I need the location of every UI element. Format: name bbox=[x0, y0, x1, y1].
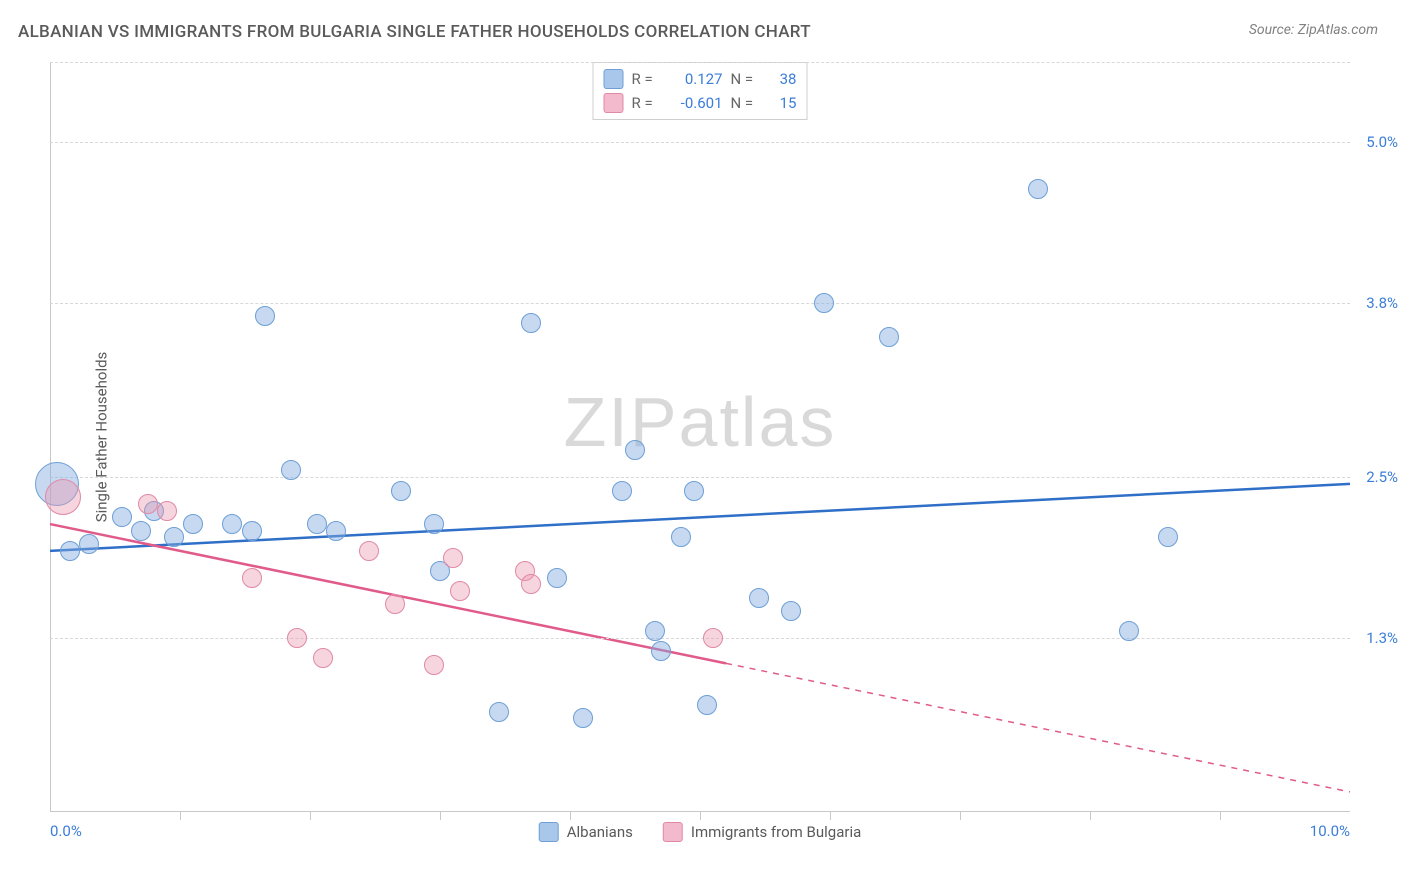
x-tick-label: 10.0% bbox=[1310, 822, 1350, 840]
source-label: Source: ZipAtlas.com bbox=[1249, 22, 1378, 38]
regression-line-solid bbox=[50, 524, 726, 663]
legend-r-value: 0.127 bbox=[668, 70, 723, 88]
legend-n-value: 38 bbox=[767, 70, 797, 88]
data-point bbox=[489, 702, 509, 722]
data-point bbox=[183, 514, 203, 534]
legend-series-item: Immigrants from Bulgaria bbox=[663, 822, 861, 842]
y-tick-label: 1.3% bbox=[1366, 629, 1398, 647]
data-point bbox=[157, 501, 177, 521]
y-tick-label: 2.5% bbox=[1366, 468, 1398, 486]
data-point bbox=[645, 621, 665, 641]
regression-line-dashed bbox=[726, 663, 1350, 792]
data-point bbox=[281, 460, 301, 480]
data-point bbox=[222, 514, 242, 534]
x-tick-mark bbox=[960, 812, 961, 820]
data-point bbox=[391, 481, 411, 501]
legend-r-label: R = bbox=[632, 70, 660, 88]
data-point bbox=[287, 628, 307, 648]
chart-title: ALBANIAN VS IMMIGRANTS FROM BULGARIA SIN… bbox=[18, 22, 811, 42]
legend-correlation-row: R = -0.601 N = 15 bbox=[600, 91, 801, 115]
legend-n-value: 15 bbox=[767, 94, 797, 112]
legend-r-label: R = bbox=[632, 94, 660, 112]
legend-correlation-row: R = 0.127 N = 38 bbox=[600, 67, 801, 91]
correlation-legend: R = 0.127 N = 38 R = -0.601 N = 15 bbox=[593, 62, 808, 120]
data-point bbox=[326, 521, 346, 541]
data-point bbox=[450, 581, 470, 601]
gridline bbox=[50, 62, 1350, 63]
legend-series-item: Albanians bbox=[539, 822, 633, 842]
x-tick-mark bbox=[180, 812, 181, 820]
data-point bbox=[164, 527, 184, 547]
data-point bbox=[781, 601, 801, 621]
data-point bbox=[313, 648, 333, 668]
data-point bbox=[131, 521, 151, 541]
series-legend: Albanians Immigrants from Bulgaria bbox=[539, 822, 862, 842]
plot-region: ZIPatlas R =0.127N =38R =-0.601N =15 1.3… bbox=[50, 62, 1350, 812]
data-point bbox=[138, 494, 158, 514]
gridline bbox=[50, 142, 1350, 143]
data-point bbox=[443, 548, 463, 568]
data-point bbox=[242, 568, 262, 588]
x-tick-label: 0.0% bbox=[50, 822, 82, 840]
legend-n-label: N = bbox=[731, 70, 759, 88]
data-point bbox=[697, 695, 717, 715]
legend-series-label: Immigrants from Bulgaria bbox=[691, 823, 861, 841]
x-tick-mark bbox=[440, 812, 441, 820]
legend-r-value: -0.601 bbox=[668, 94, 723, 112]
legend-swatch bbox=[663, 822, 683, 842]
legend-swatch bbox=[604, 93, 624, 113]
x-tick-mark bbox=[1090, 812, 1091, 820]
y-tick-label: 3.8% bbox=[1366, 294, 1398, 312]
data-point bbox=[547, 568, 567, 588]
data-point bbox=[684, 481, 704, 501]
data-point bbox=[879, 327, 899, 347]
data-point bbox=[385, 594, 405, 614]
gridline bbox=[50, 477, 1350, 478]
chart-header: ALBANIAN VS IMMIGRANTS FROM BULGARIA SIN… bbox=[0, 0, 1406, 42]
data-point bbox=[703, 628, 723, 648]
data-point bbox=[79, 534, 99, 554]
data-point bbox=[625, 440, 645, 460]
data-point bbox=[573, 708, 593, 728]
gridline bbox=[50, 638, 1350, 639]
x-tick-mark bbox=[830, 812, 831, 820]
data-point bbox=[521, 574, 541, 594]
data-point bbox=[60, 541, 80, 561]
data-point bbox=[814, 293, 834, 313]
data-point bbox=[424, 514, 444, 534]
legend-swatch bbox=[604, 69, 624, 89]
data-point bbox=[359, 541, 379, 561]
legend-n-label: N = bbox=[731, 94, 759, 112]
data-point bbox=[307, 514, 327, 534]
x-tick-mark bbox=[310, 812, 311, 820]
data-point bbox=[45, 479, 81, 515]
data-point bbox=[424, 655, 444, 675]
legend-series-label: Albanians bbox=[567, 823, 633, 841]
gridline bbox=[50, 303, 1350, 304]
x-tick-mark bbox=[1220, 812, 1221, 820]
data-point bbox=[612, 481, 632, 501]
data-point bbox=[749, 588, 769, 608]
data-point bbox=[1119, 621, 1139, 641]
data-point bbox=[1028, 179, 1048, 199]
data-point bbox=[1158, 527, 1178, 547]
y-tick-label: 5.0% bbox=[1366, 133, 1398, 151]
data-point bbox=[671, 527, 691, 547]
data-point bbox=[112, 507, 132, 527]
chart-area: Single Father Households ZIPatlas R =0.1… bbox=[50, 62, 1350, 812]
x-tick-mark bbox=[570, 812, 571, 820]
legend-swatch bbox=[539, 822, 559, 842]
data-point bbox=[255, 306, 275, 326]
data-point bbox=[521, 313, 541, 333]
data-point bbox=[651, 641, 671, 661]
x-tick-mark bbox=[700, 812, 701, 820]
data-point bbox=[242, 521, 262, 541]
